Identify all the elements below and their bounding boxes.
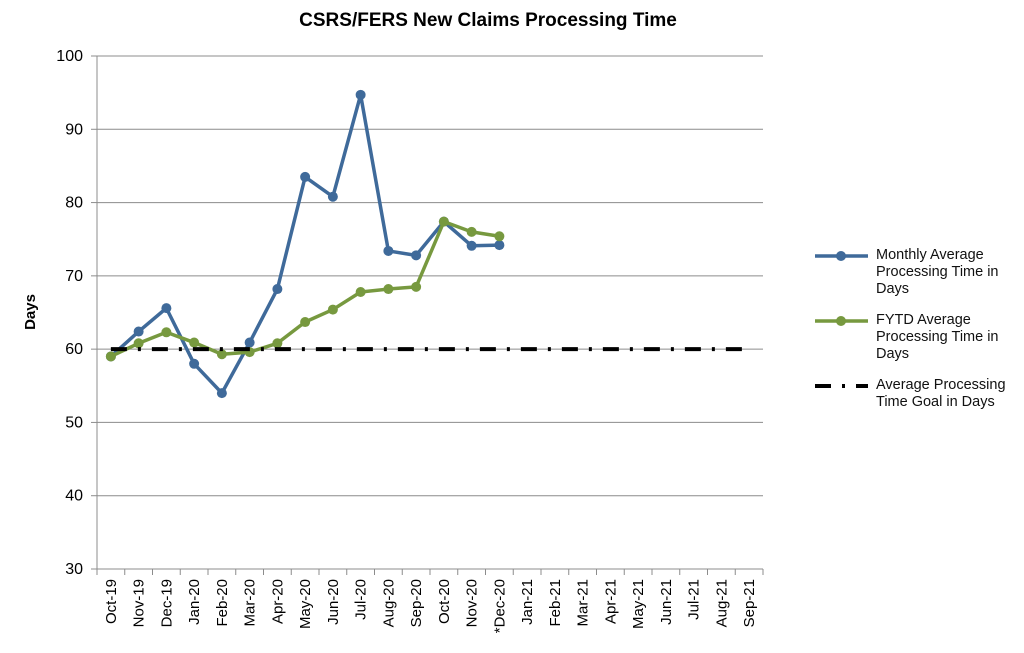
x-tick-label: Mar-20 bbox=[242, 579, 259, 627]
x-tick-label: Feb-21 bbox=[547, 579, 564, 627]
data-point bbox=[438, 216, 449, 227]
data-point bbox=[327, 191, 338, 202]
x-tick-label: Aug-20 bbox=[380, 579, 397, 627]
x-tick-label: Nov-20 bbox=[464, 579, 481, 627]
data-point bbox=[105, 351, 116, 362]
legend-marker bbox=[836, 251, 846, 261]
y-tick-label: 40 bbox=[65, 488, 83, 505]
y-tick-label: 70 bbox=[65, 268, 83, 285]
data-point bbox=[161, 327, 172, 338]
x-tick-label: Sep-20 bbox=[408, 579, 425, 627]
data-point bbox=[355, 286, 366, 297]
x-tick-label: Sep-21 bbox=[741, 579, 758, 627]
x-tick-label: Apr-20 bbox=[269, 579, 286, 624]
data-point bbox=[300, 171, 311, 182]
y-tick-label: 100 bbox=[56, 48, 83, 65]
x-tick-label: Nov-19 bbox=[131, 579, 148, 627]
x-tick-label: Dec-19 bbox=[158, 579, 175, 627]
y-tick-label: 90 bbox=[65, 121, 83, 138]
y-tick-label: 60 bbox=[65, 341, 83, 358]
x-tick-label: Apr-21 bbox=[602, 579, 619, 624]
data-point bbox=[466, 226, 477, 237]
data-point bbox=[133, 338, 144, 349]
legend-label: Monthly Average Processing Time in Days bbox=[876, 247, 999, 297]
data-point bbox=[494, 240, 505, 251]
x-tick-label: May-21 bbox=[630, 579, 647, 629]
y-tick-label: 50 bbox=[65, 414, 83, 431]
data-point bbox=[383, 245, 394, 256]
data-point bbox=[216, 349, 227, 360]
x-tick-label: Feb-20 bbox=[214, 579, 231, 627]
data-point bbox=[466, 240, 477, 251]
legend-label: FYTD Average Processing Time in Days bbox=[876, 312, 999, 362]
x-tick-label: Jul-21 bbox=[686, 579, 703, 620]
data-point bbox=[272, 338, 283, 349]
x-tick-label: Mar-21 bbox=[575, 579, 592, 627]
data-point bbox=[161, 303, 172, 314]
y-axis-label: Days bbox=[22, 294, 39, 330]
x-tick-label: Jul-20 bbox=[353, 579, 370, 620]
x-tick-label: Jan-21 bbox=[519, 579, 536, 625]
data-point bbox=[133, 326, 144, 337]
y-tick-label: 80 bbox=[65, 195, 83, 212]
chart-title: CSRS/FERS New Claims Processing Time bbox=[299, 10, 677, 31]
data-point bbox=[383, 284, 394, 295]
x-tick-label: May-20 bbox=[297, 579, 314, 629]
legend-marker bbox=[836, 316, 846, 326]
y-tick-label: 30 bbox=[65, 561, 83, 578]
data-point bbox=[411, 281, 422, 292]
x-tick-label: Aug-21 bbox=[713, 579, 730, 627]
x-tick-label: Oct-20 bbox=[436, 579, 453, 624]
data-point bbox=[355, 89, 366, 100]
data-point bbox=[244, 337, 255, 348]
data-point bbox=[300, 317, 311, 328]
x-tick-label: Jan-20 bbox=[186, 579, 203, 625]
data-point bbox=[189, 337, 200, 348]
data-point bbox=[411, 250, 422, 261]
x-tick-label: Oct-19 bbox=[103, 579, 120, 624]
data-point bbox=[494, 231, 505, 242]
data-point bbox=[189, 358, 200, 369]
x-tick-label: Jun-20 bbox=[325, 579, 342, 625]
data-point bbox=[272, 284, 283, 295]
legend-label: Average Processing Time Goal in Days bbox=[876, 377, 1006, 410]
x-tick-label: Jun-21 bbox=[658, 579, 675, 625]
x-tick-label: *Dec-20 bbox=[491, 579, 508, 633]
data-point bbox=[327, 304, 338, 315]
data-point bbox=[216, 388, 227, 399]
